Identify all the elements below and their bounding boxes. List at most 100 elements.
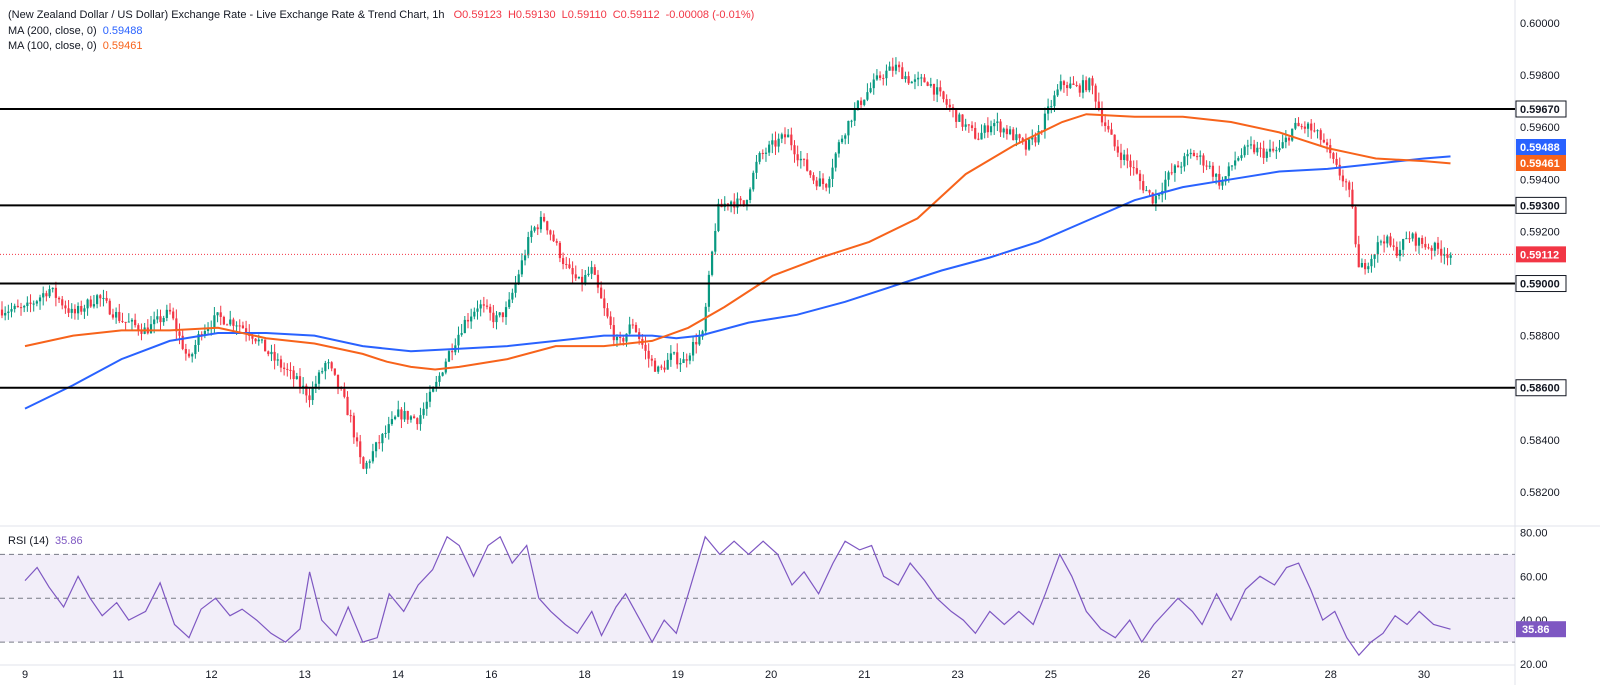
candle (1157, 194, 1161, 200)
candle (771, 133, 774, 154)
candle (768, 140, 771, 156)
candle (1275, 146, 1278, 159)
candle (191, 352, 194, 363)
candle (806, 153, 809, 172)
candle (669, 345, 672, 367)
candle (568, 258, 571, 270)
candle (321, 367, 324, 375)
candle (733, 193, 736, 215)
candle (882, 74, 885, 86)
candle (368, 459, 371, 469)
candle (945, 94, 948, 110)
candle (710, 250, 714, 277)
candle (1075, 81, 1078, 88)
candle (32, 300, 35, 312)
level-tag: 0.58600 (1515, 379, 1567, 397)
candle (514, 275, 517, 298)
ohlc-values: O0.59123 H0.59130 L0.59110 C0.59112 -0.00008… (448, 9, 755, 21)
candle (403, 402, 406, 422)
horizontal-levels[interactable] (0, 107, 1515, 389)
candle (172, 307, 175, 321)
candle (124, 321, 127, 331)
candle (495, 311, 498, 330)
candle (1015, 127, 1018, 147)
candle (1449, 252, 1452, 265)
candle (222, 315, 225, 326)
candle (451, 343, 454, 361)
candle (1094, 83, 1097, 110)
candle (831, 158, 834, 188)
candle (958, 112, 961, 122)
candle (539, 211, 542, 233)
candle (1230, 165, 1234, 171)
ma100-value: 0.59461 (102, 40, 143, 52)
candle (498, 312, 501, 318)
candle (1240, 148, 1243, 161)
candle (552, 230, 555, 243)
low-value: L0.59110 (561, 9, 607, 21)
candle (847, 120, 850, 144)
candle (1344, 178, 1348, 191)
candle (1113, 134, 1116, 151)
candle (875, 69, 879, 81)
candle (558, 240, 562, 263)
candle (783, 127, 787, 145)
candle (1291, 128, 1294, 142)
candle (1145, 185, 1148, 192)
candle (241, 321, 245, 329)
candle (1186, 149, 1189, 166)
candle (1367, 262, 1370, 274)
candle (105, 291, 108, 304)
candle (349, 409, 352, 423)
candle (1110, 122, 1113, 135)
ma100-label: MA (100, close, 0) (8, 40, 97, 52)
candle (561, 252, 565, 270)
open-value: O0.59123 (453, 9, 502, 21)
candle (1265, 148, 1268, 162)
candle (346, 391, 349, 416)
candle (717, 198, 720, 233)
candle (229, 310, 232, 327)
candle (428, 385, 432, 408)
candle (178, 323, 181, 345)
candle (1376, 235, 1379, 263)
candles (0, 57, 1452, 475)
candle (511, 288, 514, 304)
time-tick-label: 27 (1231, 669, 1243, 681)
candle (910, 80, 913, 84)
candle (425, 392, 428, 416)
candle (1294, 118, 1297, 131)
candle (1436, 236, 1440, 255)
candle (365, 460, 368, 475)
candle (292, 365, 295, 388)
candle (1081, 74, 1085, 99)
candle (1027, 139, 1031, 151)
candle (238, 319, 241, 333)
candle (13, 303, 16, 313)
candle (517, 269, 520, 286)
candle (1078, 83, 1081, 97)
level-tag: 0.59000 (1515, 275, 1567, 293)
candle (523, 249, 527, 266)
candle (115, 307, 118, 324)
candle (1278, 139, 1281, 153)
candle (35, 299, 38, 307)
candle (799, 151, 802, 169)
legend-rsi-row[interactable]: RSI (14) 35.86 (8, 534, 83, 548)
candle (460, 323, 463, 337)
candle (1357, 235, 1360, 268)
candle (194, 339, 197, 359)
time-tick-label: 9 (22, 669, 28, 681)
candle (983, 123, 986, 139)
candle (869, 82, 872, 94)
candle (1262, 140, 1265, 164)
candle (596, 270, 600, 294)
legend-ma100-row[interactable]: MA (100, close, 0) 0.59461 (8, 39, 142, 53)
candle (1341, 169, 1345, 188)
candle (758, 151, 761, 165)
candle (216, 312, 219, 323)
legend-ma200-row[interactable]: MA (200, close, 0) 0.59488 (8, 24, 142, 38)
price-tick-label: 0.59400 (1520, 174, 1560, 186)
